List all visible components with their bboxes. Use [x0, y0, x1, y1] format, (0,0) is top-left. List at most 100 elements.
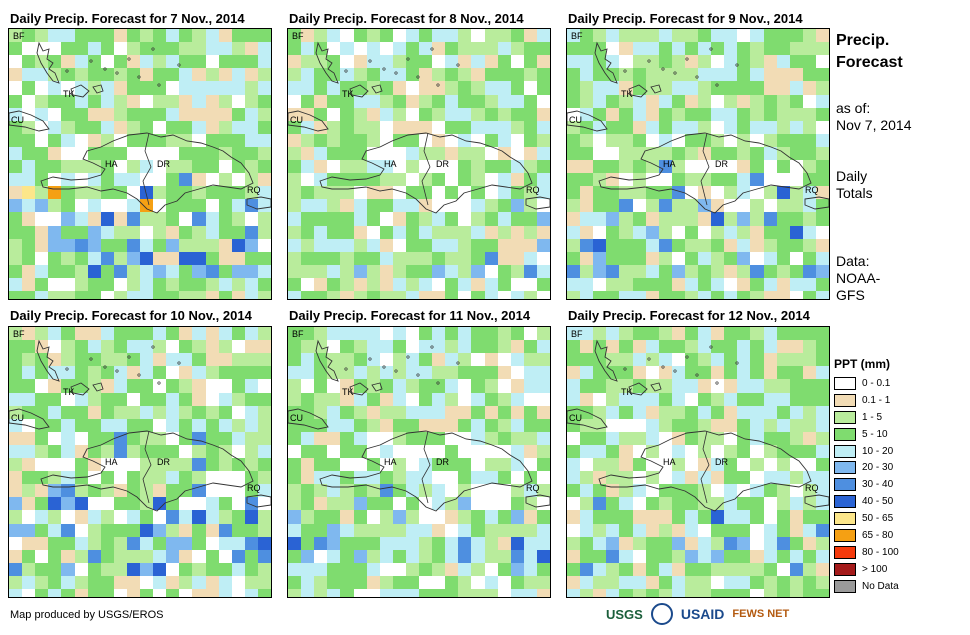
precip-cell: [113, 199, 128, 213]
precip-cell: [74, 133, 89, 148]
as-of-label: as of:: [836, 100, 871, 116]
precip-cell: [353, 29, 368, 43]
islet: [89, 59, 93, 63]
precip-cell: [231, 120, 246, 135]
precip-cell: [9, 146, 23, 161]
precip-cell: [257, 160, 271, 174]
precip-cell: [192, 199, 207, 213]
precip-cell: [100, 120, 115, 135]
precip-cell: [61, 29, 76, 43]
precip-cell: [140, 29, 154, 43]
precip-cell: [179, 264, 193, 279]
legend-label: No Data: [862, 580, 899, 592]
precip-cell: [140, 94, 154, 109]
data-source-label: Data:: [836, 253, 870, 269]
coastline: [371, 382, 383, 392]
panel-title-6: Daily Precip. Forecast for 12 Nov., 2014: [568, 308, 810, 323]
coastline: [36, 339, 60, 382]
precip-cell: [61, 186, 76, 200]
precip-cell: [9, 199, 23, 213]
precip-cell: [113, 55, 128, 69]
precip-cell: [205, 81, 220, 96]
precip-cell: [166, 173, 180, 187]
legend-item: 65 - 80: [834, 527, 899, 544]
precip-cell: [231, 212, 246, 227]
precip-cell: [35, 160, 49, 174]
precip-cell: [166, 264, 180, 279]
precip-cell: [35, 55, 49, 69]
islet: [436, 83, 440, 87]
precip-cell: [100, 94, 115, 109]
precip-cell: [192, 238, 207, 253]
precip-cell: [22, 146, 36, 161]
islet: [157, 381, 161, 385]
precip-cell: [153, 212, 167, 227]
precip-cell: [432, 55, 446, 69]
precip-cell: [166, 212, 180, 227]
precip-cell: [74, 225, 89, 240]
precip-cell: [61, 199, 76, 213]
precip-cell: [113, 160, 128, 174]
legend-label: 50 - 65: [862, 513, 894, 525]
precip-cell: [35, 212, 49, 227]
precip-cell: [87, 251, 102, 266]
legend-title: PPT (mm): [834, 357, 891, 371]
precip-cell: [166, 120, 180, 135]
precip-cell: [205, 264, 220, 279]
precip-cell: [153, 133, 167, 148]
precip-cell: [153, 68, 167, 82]
islet: [368, 357, 372, 361]
precip-cell: [244, 238, 259, 253]
precip-cell: [48, 133, 62, 148]
precip-cell: [126, 81, 141, 96]
precip-cell: [87, 212, 102, 227]
precip-cell: [392, 29, 407, 43]
precip-cell: [153, 107, 167, 122]
coastline-overlay: [288, 41, 550, 214]
precip-cell: [113, 277, 128, 292]
islet: [137, 75, 141, 79]
precip-cell: [61, 42, 76, 56]
precip-cell: [523, 42, 538, 56]
precip-cell: [113, 264, 128, 279]
precip-cell: [192, 225, 207, 240]
precip-cell: [61, 264, 76, 279]
precip-cell: [458, 29, 472, 43]
precip-cell: [257, 120, 271, 135]
label-rq: RQ: [805, 483, 819, 493]
precip-cell: [35, 146, 49, 161]
precip-cell: [48, 225, 62, 240]
legend-item: 0 - 0.1: [834, 375, 899, 392]
precip-cell: [48, 264, 62, 279]
coastline-overlay: [9, 339, 271, 512]
precip-cell: [9, 277, 23, 292]
precip-cell: [179, 199, 193, 213]
islet: [137, 373, 141, 377]
label-cu: CU: [569, 413, 582, 423]
coastline: [315, 41, 339, 84]
legend-swatch: [834, 427, 856, 441]
legend: PPT (mm) 0 - 0.1 0.1 - 1 1 - 5 5 - 10 10 - 2…: [834, 357, 899, 595]
precip-cell: [179, 94, 193, 109]
precip-cell: [257, 251, 271, 266]
legend-label: 65 - 80: [862, 529, 894, 541]
precip-cell: [9, 212, 23, 227]
precip-cell: [218, 133, 233, 148]
precip-cell: [379, 29, 394, 43]
precip-cell: [100, 291, 115, 299]
precip-cell: [153, 42, 167, 56]
precip-cell: [48, 146, 62, 161]
precip-cell: [113, 225, 128, 240]
precip-cell: [100, 264, 115, 279]
label-ha: HA: [105, 159, 118, 169]
precip-cell: [87, 120, 102, 135]
precip-cell: [74, 42, 89, 56]
precip-cell: [340, 29, 355, 43]
as-of-block: as of: Nov 7, 2014: [836, 100, 912, 134]
legend-item: 50 - 65: [834, 510, 899, 527]
precip-cell: [87, 173, 102, 187]
precip-cell: [166, 107, 180, 122]
coastline: [525, 196, 550, 210]
precip-cell: [74, 238, 89, 253]
label-cu: CU: [11, 115, 24, 125]
